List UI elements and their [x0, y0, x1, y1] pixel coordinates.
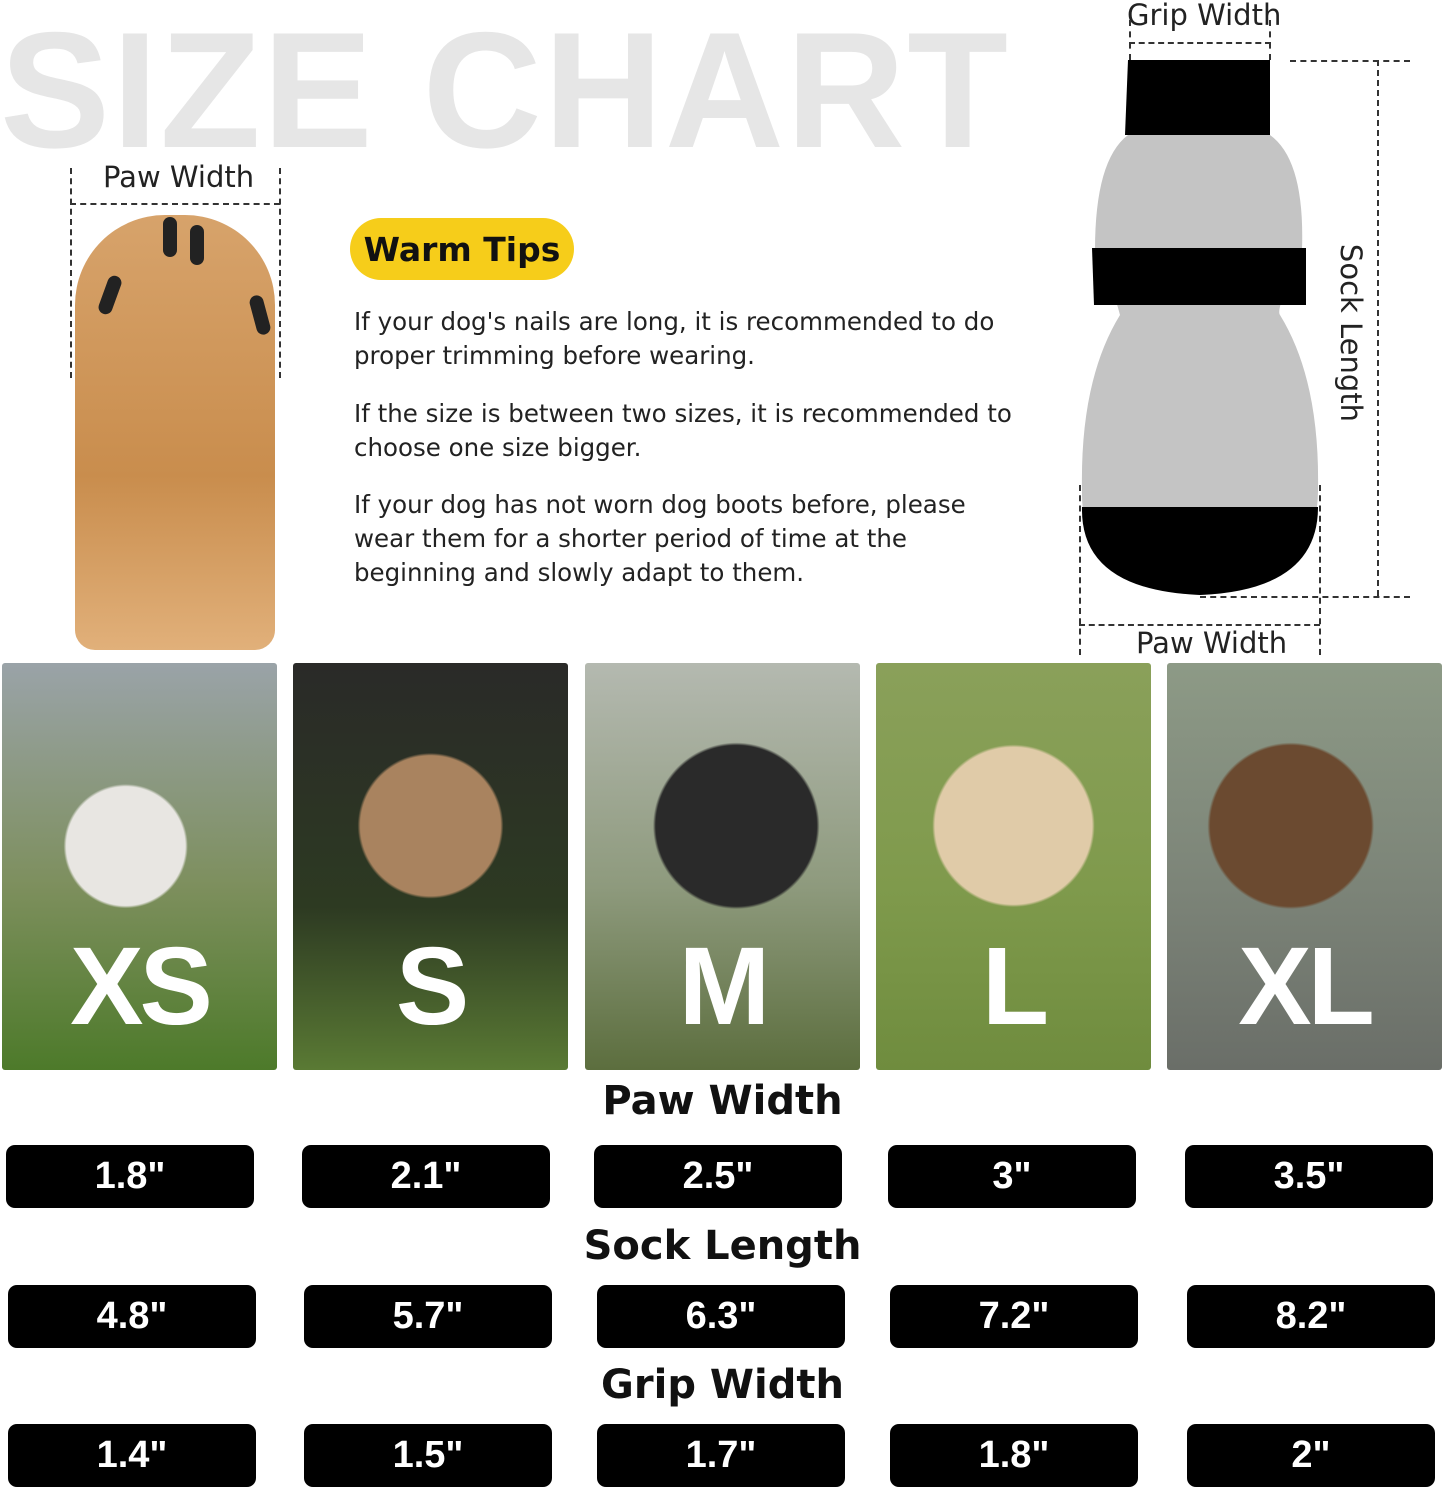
- dog-sock-diagram: [1081, 60, 1319, 595]
- tip-text: If your dog has not worn dog boots befor…: [354, 490, 966, 587]
- dimension-line: [279, 168, 281, 378]
- size-value: 2.1": [302, 1145, 550, 1208]
- size-value: 7.2": [890, 1285, 1138, 1348]
- dimension-line: [1129, 42, 1271, 44]
- size-value: 3": [888, 1145, 1136, 1208]
- tip-text: If your dog's nails are long, it is reco…: [354, 307, 995, 370]
- dimension-line: [1079, 485, 1081, 655]
- dimension-line: [1129, 20, 1131, 60]
- dimension-line: [1200, 596, 1410, 598]
- grip-width-heading: Grip Width: [601, 1362, 844, 1408]
- size-value: 8.2": [1187, 1285, 1435, 1348]
- size-value: 1.8": [6, 1145, 254, 1208]
- sock-length-heading: Sock Length: [583, 1223, 862, 1269]
- dog-card-s: S: [293, 663, 568, 1070]
- size-value: 2.5": [594, 1145, 842, 1208]
- size-value: 4.8": [8, 1285, 256, 1348]
- size-value: 5.7": [304, 1285, 552, 1348]
- paw-width-label: Paw Width: [1136, 626, 1288, 660]
- size-value: 3.5": [1185, 1145, 1433, 1208]
- paw-width-heading: Paw Width: [602, 1078, 843, 1124]
- size-label: XL: [1238, 925, 1375, 1048]
- dog-paw-image: [75, 215, 275, 650]
- size-value: 1.7": [597, 1424, 845, 1487]
- warm-tips-badge: Warm Tips: [350, 218, 574, 280]
- dog-card-m: M: [585, 663, 860, 1070]
- dimension-line: [70, 168, 72, 378]
- size-value: 2": [1187, 1424, 1435, 1487]
- size-value: 6.3": [597, 1285, 845, 1348]
- dimension-line: [1290, 60, 1410, 62]
- page-title: SIZE CHART: [0, 0, 1010, 182]
- dog-card-xs: XS: [2, 663, 277, 1070]
- dog-card-xl: XL: [1167, 663, 1442, 1070]
- dimension-line: [1269, 20, 1271, 60]
- sock-length-label: Sock Length: [1334, 243, 1369, 423]
- size-value: 1.5": [304, 1424, 552, 1487]
- dimension-line: [1319, 485, 1321, 655]
- tip-text: If the size is between two sizes, it is …: [354, 399, 1012, 462]
- paw-width-label: Paw Width: [103, 160, 255, 194]
- size-label: M: [678, 925, 771, 1048]
- size-label: L: [981, 925, 1049, 1048]
- dimension-line: [1377, 60, 1379, 596]
- size-value: 1.8": [890, 1424, 1138, 1487]
- size-label: S: [395, 925, 469, 1048]
- size-value: 1.4": [8, 1424, 256, 1487]
- dimension-line: [70, 203, 280, 205]
- dog-card-l: L: [876, 663, 1151, 1070]
- grip-width-label: Grip Width: [1127, 0, 1282, 32]
- size-label: XS: [70, 925, 213, 1048]
- dimension-line: [1079, 624, 1320, 626]
